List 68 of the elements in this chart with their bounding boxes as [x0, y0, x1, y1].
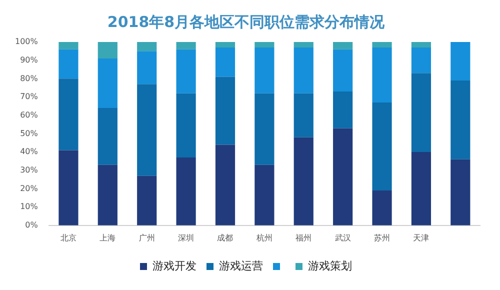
x-tick-label: 北京 [60, 233, 76, 242]
bar [176, 93, 196, 158]
bar [372, 102, 392, 191]
bar [411, 152, 432, 226]
x-tick-label: 福州 [296, 233, 312, 242]
legend-label: 游戏策划 [308, 259, 352, 272]
bar [333, 49, 353, 92]
y-tick-label: 70% [20, 92, 38, 102]
bar [58, 78, 78, 150]
bar [137, 84, 157, 176]
bar [98, 42, 118, 59]
bar [411, 73, 432, 152]
bar [254, 42, 274, 48]
bar [176, 158, 196, 226]
bar [294, 48, 314, 94]
bar [294, 42, 314, 48]
bar [450, 159, 470, 226]
chart-title: 2018年8月各地区不同职位需求分布情况 [107, 12, 386, 31]
y-tick-label: 40% [20, 147, 38, 156]
x-tick-label: 广州 [138, 233, 155, 242]
y-tick-label: 80% [20, 74, 38, 83]
y-tick-label: 90% [20, 55, 38, 64]
x-tick-label: 上海 [100, 233, 116, 242]
legend-label: 游戏运营 [219, 259, 263, 272]
y-tick-label: 0% [25, 220, 38, 230]
bar [254, 48, 274, 94]
bar [372, 42, 392, 48]
bar [333, 128, 353, 226]
y-tick-label: 20% [20, 184, 38, 193]
y-tick-label: 60% [20, 110, 38, 120]
bar [98, 164, 118, 226]
bar [98, 58, 118, 108]
bar [98, 108, 118, 165]
bar [294, 137, 314, 226]
bar [254, 93, 274, 165]
bar [176, 42, 196, 50]
bar [215, 42, 236, 48]
x-tick-label: 苏州 [374, 233, 390, 242]
bar [58, 42, 78, 50]
x-tick-label: 杭州 [255, 233, 272, 242]
legend-label: 游戏开发 [152, 259, 196, 272]
bar [450, 80, 470, 160]
y-tick-label: 30% [20, 165, 38, 174]
y-tick-label: 10% [20, 202, 38, 212]
y-tick-label: 50% [20, 128, 38, 138]
bar [137, 51, 157, 84]
bar [411, 48, 432, 74]
bar [294, 93, 314, 138]
x-tick-label: 武汉 [334, 233, 351, 242]
bar [333, 42, 353, 50]
bar [215, 144, 236, 226]
bar [411, 42, 432, 48]
x-tick-label: 成都 [217, 233, 234, 242]
bar [215, 48, 236, 77]
x-tick-label: 深圳 [178, 233, 194, 242]
bar [137, 42, 157, 52]
bar [58, 49, 78, 79]
bar [176, 49, 196, 94]
bar [137, 176, 157, 226]
bar [372, 48, 392, 103]
bar [333, 92, 353, 128]
x-tick-label: 天津 [413, 233, 430, 242]
bar [372, 190, 392, 226]
bar [58, 150, 78, 226]
bar [450, 42, 470, 81]
y-tick-label: 100% [14, 37, 38, 46]
bar [254, 164, 274, 226]
bar [215, 76, 236, 145]
